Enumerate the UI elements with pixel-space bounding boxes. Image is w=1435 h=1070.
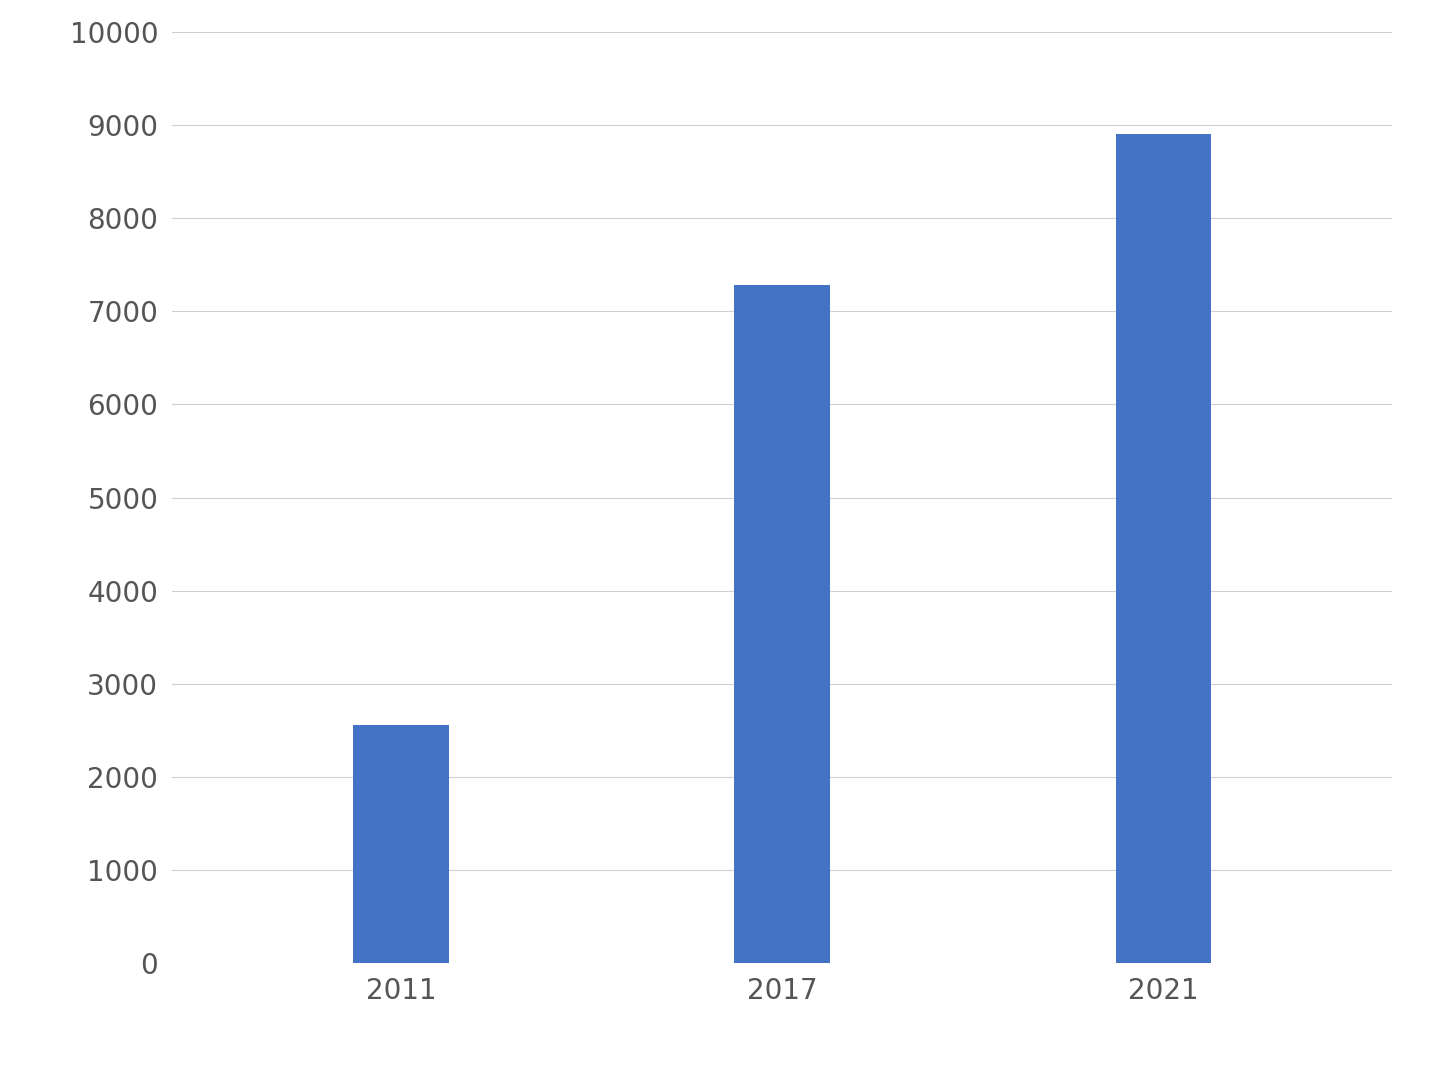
Bar — [353, 724, 449, 963]
Bar — [1115, 135, 1211, 963]
Bar — [735, 286, 829, 963]
